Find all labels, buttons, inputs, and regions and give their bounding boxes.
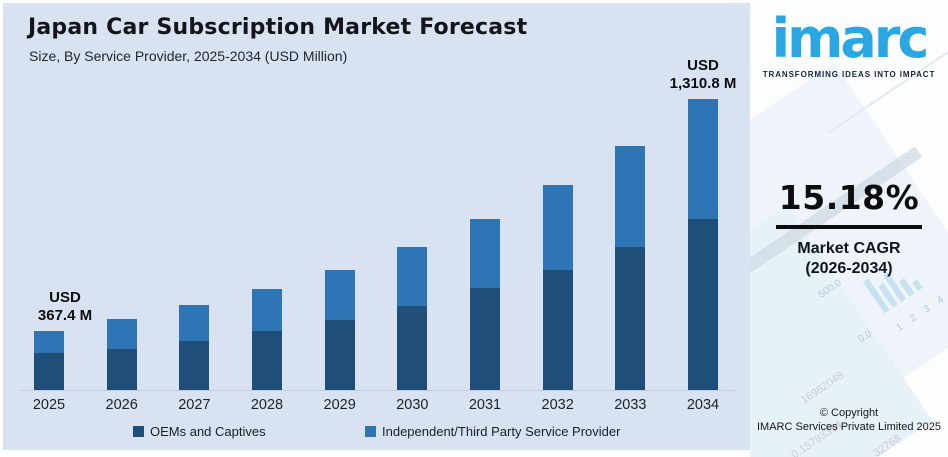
watermark-bar: [912, 279, 923, 291]
bar-group-2030: [397, 246, 428, 390]
watermark-bar: [899, 278, 915, 297]
legend: OEMs and Captives Independent/Third Part…: [3, 424, 750, 444]
bar-group-2025: [34, 330, 64, 390]
imarc-logo: imarc TRANSFORMING IDEAS INTO IMPACT: [750, 7, 948, 80]
sidebar: 500.0 0.0 1 2 3 4 16982048 0.15783314 32…: [750, 0, 948, 457]
chart-subtitle: Size, By Service Provider, 2025-2034 (US…: [29, 48, 348, 64]
legend-label-oem: OEMs and Captives: [150, 424, 266, 439]
watermark-number: 32768: [871, 432, 904, 457]
bar-segment-independent-2026: [106, 319, 137, 350]
year-label-2034: 2034: [686, 397, 720, 413]
bar-segment-oem-2031: [470, 288, 500, 390]
watermark-ticks-label: 1 2 3 4: [894, 291, 948, 334]
bar-segment-independent-2025: [34, 330, 64, 354]
legend-swatch-independent-icon: [365, 426, 376, 437]
bar-segment-independent-2033: [615, 145, 646, 247]
imarc-logo-wordmark: imarc: [771, 7, 930, 70]
watermark-axis-top-label: 500.0: [816, 277, 844, 301]
bar-group-2026: [106, 319, 137, 390]
bar-group-2031: [470, 218, 500, 390]
bar-segment-oem-2030: [397, 305, 428, 390]
bar-group-2029: [324, 269, 355, 390]
year-label-2029: 2029: [323, 397, 356, 413]
year-label-2032: 2032: [541, 397, 574, 413]
cagr-value: 15.18%: [778, 178, 920, 217]
bar-segment-oem-2027: [179, 341, 210, 390]
bar-group-2028: [252, 289, 282, 390]
legend-item-independent: Independent/Third Party Service Provider: [365, 424, 620, 439]
copyright: © Copyright IMARC Services Private Limit…: [750, 406, 948, 434]
bar-segment-oem-2026: [106, 349, 137, 390]
bar-value-label-line: 1,310.8 M: [669, 75, 737, 92]
bar-segment-oem-2028: [252, 330, 282, 390]
bar-group-2033: [615, 145, 646, 390]
year-label-2030: 2030: [396, 397, 429, 413]
watermark-number: 16982048: [798, 369, 847, 407]
year-label-2033: 2033: [614, 397, 647, 413]
legend-swatch-oem-icon: [133, 426, 144, 437]
bar-segment-independent-2030: [397, 246, 428, 306]
watermark-axis-bottom-label: 0.0: [856, 328, 874, 346]
year-label-2025: 2025: [32, 397, 66, 413]
bar-segment-oem-2032: [542, 269, 573, 390]
copyright-line-2: IMARC Services Private Limited 2025: [756, 421, 941, 433]
year-label-2028: 2028: [250, 397, 284, 413]
watermark-bar: [863, 278, 890, 314]
plot-area: 2025 2026 2027 2028 2029 2030 2031 2032 2033 2034…: [3, 3, 750, 450]
bar-segment-independent-2028: [252, 289, 282, 331]
bar-segment-independent-2031: [470, 218, 500, 289]
legend-item-oem: OEMs and Captives: [133, 424, 266, 439]
cagr-underline: [776, 225, 922, 229]
cagr-label: Market CAGR: [797, 240, 901, 257]
year-label-2027: 2027: [178, 397, 211, 413]
bar-value-label-line: 367.4 M: [37, 306, 93, 324]
bar-segment-oem-2025: [34, 353, 64, 390]
bar-group-2034: [688, 99, 718, 390]
year-label-2031: 2031: [468, 397, 502, 413]
bar-group-2032: [542, 185, 573, 390]
chart-title: Japan Car Subscription Market Forecast: [28, 15, 528, 40]
x-axis-line: [19, 390, 735, 391]
bar-segment-independent-2029: [324, 269, 355, 321]
bar-segment-oem-2033: [615, 246, 646, 390]
legend-label-independent: Independent/Third Party Service Provider: [382, 424, 621, 439]
watermark-bar: [878, 282, 898, 308]
bar-value-label-line: USD: [49, 288, 81, 306]
year-label-2026: 2026: [105, 397, 138, 413]
bar-segment-oem-2034: [688, 218, 718, 390]
bar-segment-independent-2034: [688, 99, 718, 219]
bar-segment-oem-2029: [324, 320, 355, 390]
bar-value-label-2034: USD 1,310.8 M: [643, 57, 763, 93]
cagr-block: 15.18% Market CAGR (2026-2034): [750, 178, 948, 279]
bar-value-label-2025: USD 367.4 M: [5, 289, 125, 325]
bar-segment-independent-2027: [179, 305, 210, 342]
bar-group-2027: [179, 305, 210, 390]
bar-value-label-line: USD: [687, 57, 719, 74]
chart-panel: Japan Car Subscription Market Forecast S…: [3, 3, 750, 450]
bar-segment-independent-2032: [542, 185, 573, 270]
cagr-period: (2026-2034): [805, 260, 893, 277]
copyright-line-1: © Copyright: [819, 407, 879, 419]
imarc-logo-tagline: TRANSFORMING IDEAS INTO IMPACT: [762, 70, 936, 79]
